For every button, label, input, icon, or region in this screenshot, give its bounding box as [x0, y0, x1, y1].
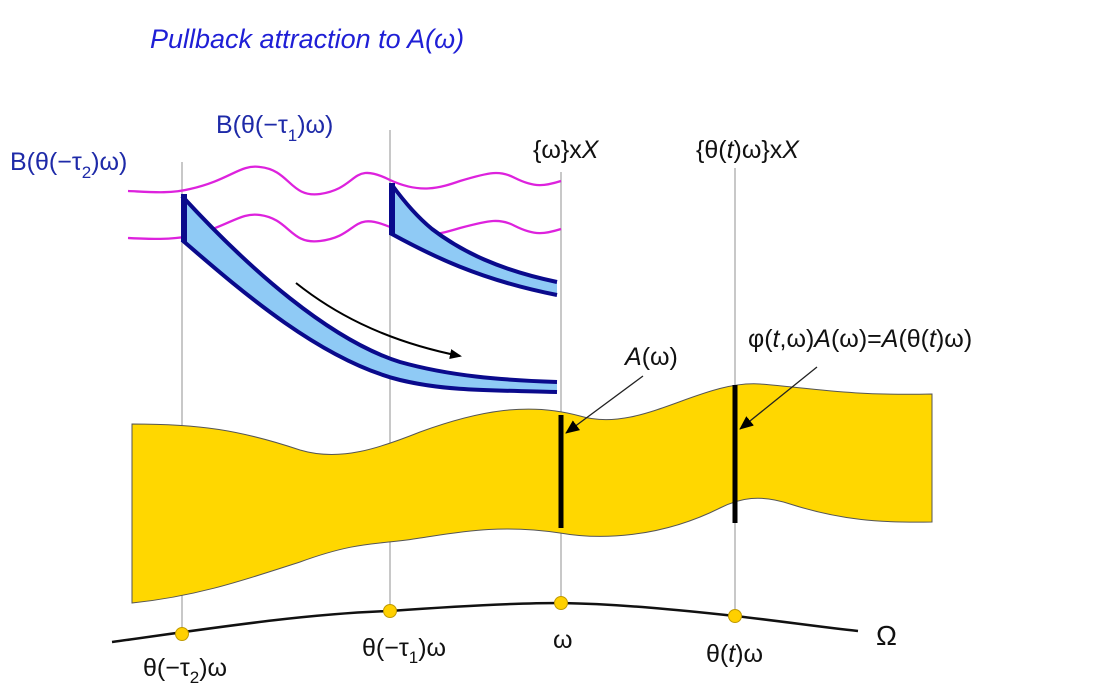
inv-a2: A	[880, 325, 899, 353]
label-theta-t-fiber: {θ(t)ω}xX	[696, 136, 800, 164]
wavy-upper-right	[389, 171, 562, 190]
label-theta-t-fiber-pre2: )ω}x	[734, 136, 783, 164]
pullback-tube-tau2	[180, 194, 558, 394]
label-b-tau2-sub: 2	[82, 163, 91, 182]
inv-p4: (θ(	[898, 325, 929, 353]
annotation-arrow-invariance	[739, 366, 818, 430]
inv-a1: A	[812, 325, 831, 353]
base-point-tau2	[175, 627, 189, 641]
label-b-tau1-sub: 1	[288, 126, 297, 145]
label-base-theta-t-p2: )ω	[735, 640, 763, 668]
label-b-tau2-prefix: B(θ(−τ	[10, 148, 82, 176]
label-omega-fiber-var: X	[581, 136, 600, 164]
base-point-tau1	[383, 604, 397, 618]
label-base-tau2-suffix: )ω	[199, 654, 227, 682]
label-theta-t-fiber-pre1: {θ(	[696, 136, 727, 164]
inv-p5: )ω)	[936, 325, 972, 353]
inv-p1: φ(	[748, 325, 773, 353]
label-omega-fiber: {ω}xX	[533, 136, 600, 164]
inv-t2: t	[929, 325, 937, 353]
label-invariance: φ(t,ω)A(ω)=A(θ(t)ω)	[748, 325, 972, 353]
inv-t: t	[773, 325, 781, 353]
diagram-title: Pullback attraction to A(ω)	[150, 24, 464, 54]
label-b-tau2-suffix: )ω)	[91, 148, 127, 176]
label-base-theta-t: θ(t)ω	[706, 640, 763, 668]
inv-p2: ,ω)	[780, 325, 815, 353]
wavy-upper-left	[127, 165, 391, 196]
base-space-curve	[111, 601, 859, 644]
label-base-space-omega: Ω	[876, 620, 897, 651]
label-b-tau1-suffix: )ω)	[297, 111, 333, 139]
label-theta-t-fiber-var: X	[781, 136, 800, 164]
label-omega-fiber-pre: {ω}x	[533, 136, 582, 164]
flow-arrow	[295, 282, 462, 359]
label-b-tau1-prefix: B(θ(−τ	[216, 111, 288, 139]
label-a-omega-a: A	[623, 343, 642, 371]
label-b-tau1: B(θ(−τ1)ω)	[216, 111, 333, 145]
label-a-omega-rest: (ω)	[642, 343, 678, 371]
label-base-tau2-sub: 2	[190, 668, 199, 687]
inv-p3: (ω)=	[831, 325, 882, 353]
label-theta-t-fiber-t: t	[727, 136, 735, 164]
wavy-lower-left	[127, 213, 391, 243]
label-base-tau2-prefix: θ(−τ	[143, 654, 190, 682]
attractor-band	[131, 383, 933, 604]
label-base-theta-t-t: t	[728, 640, 736, 668]
pullback-tube-tau1	[389, 183, 558, 297]
annotation-arrow-a-omega	[565, 375, 644, 434]
label-base-omega: ω	[553, 626, 573, 654]
base-point-theta-t	[728, 609, 742, 623]
base-point-omega	[554, 596, 568, 610]
label-base-theta-t-p1: θ(	[706, 640, 729, 668]
label-base-tau1-prefix: θ(−τ	[362, 634, 409, 662]
label-base-tau1-sub: 1	[409, 648, 418, 667]
label-base-tau1-suffix: )ω	[418, 634, 446, 662]
label-a-omega: A(ω)	[623, 343, 678, 371]
label-b-tau2: B(θ(−τ2)ω)	[10, 148, 127, 182]
label-base-tau2: θ(−τ2)ω	[143, 654, 227, 687]
label-base-tau1: θ(−τ1)ω	[362, 634, 446, 667]
